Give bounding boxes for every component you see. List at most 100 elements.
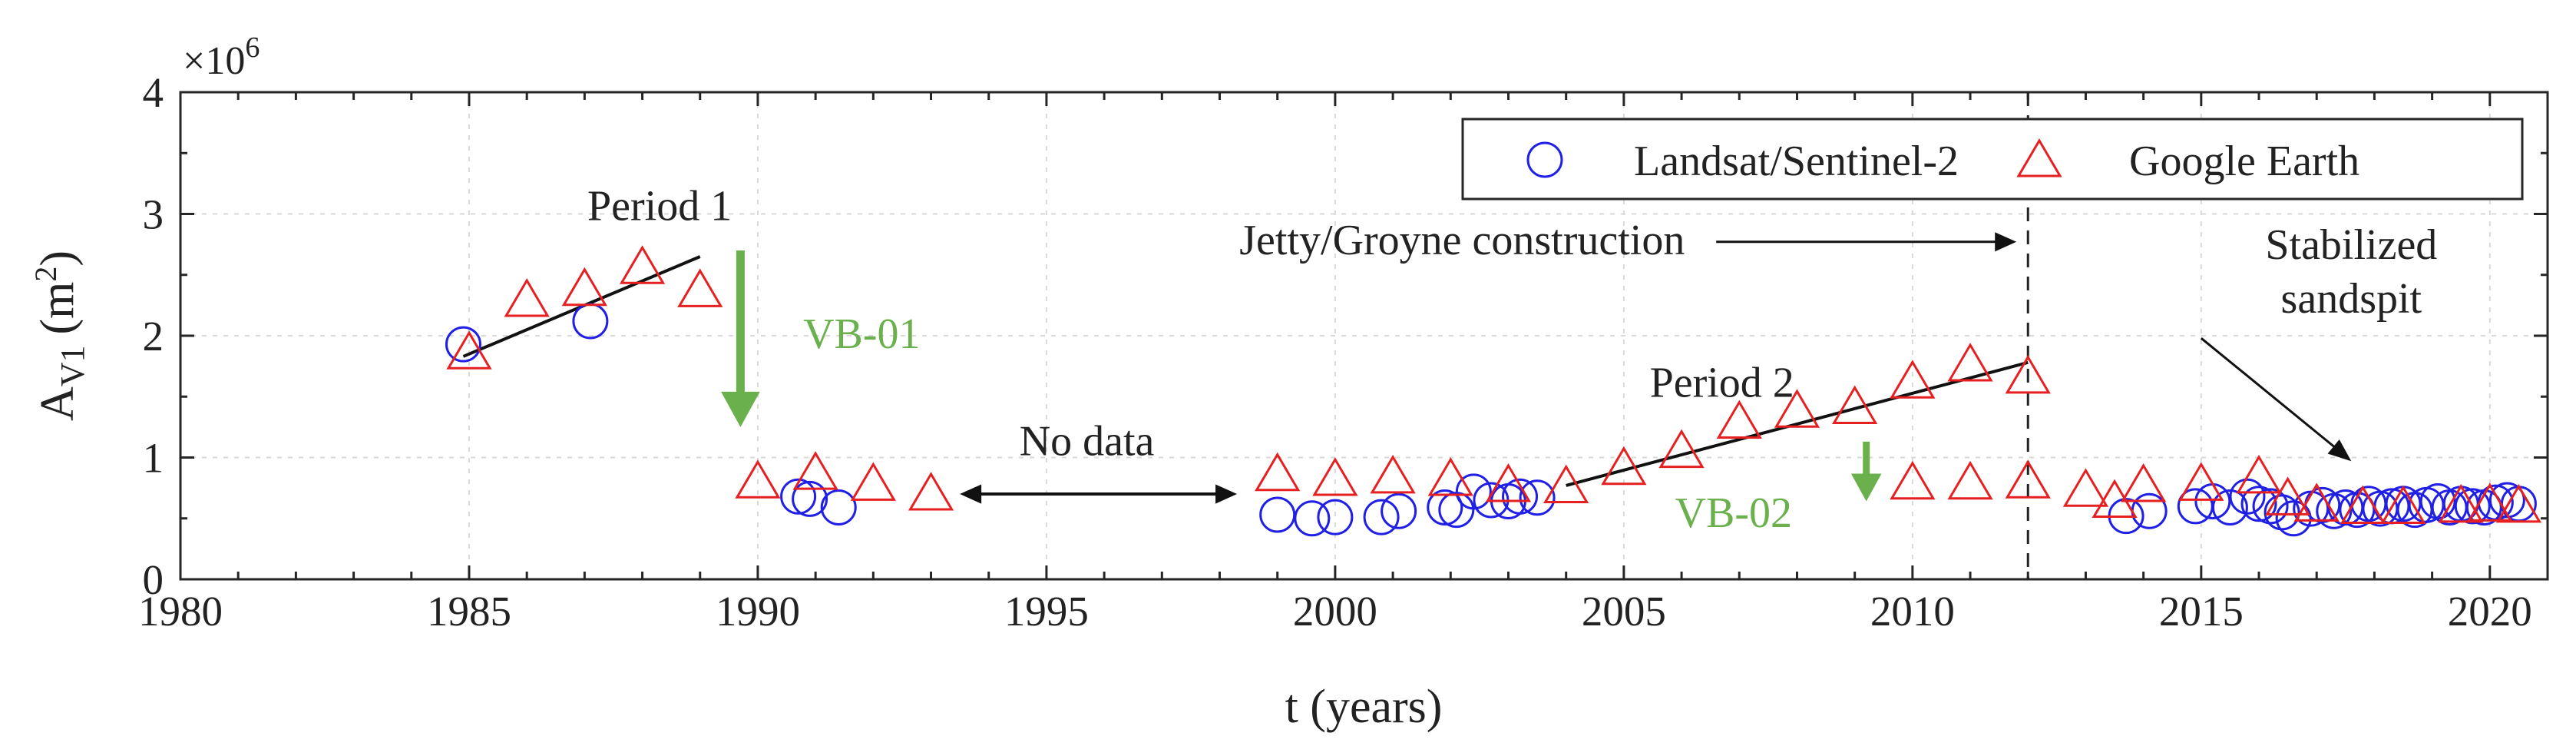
- landsat-point: [2454, 488, 2491, 525]
- grid-lines: [180, 92, 2548, 579]
- no-data-arrow-head-left: [960, 484, 982, 504]
- landsat-point: [780, 478, 817, 515]
- legend-label-google-earth: Google Earth: [2129, 138, 2359, 185]
- x-tick-label: 2010: [1870, 588, 1955, 635]
- google-earth-point: [1890, 360, 1936, 399]
- landsat-point: [792, 480, 828, 517]
- period-2-trend: [1566, 360, 2029, 487]
- annotation-vb-02: VB-02: [1675, 489, 1792, 537]
- google-earth-point: [1774, 389, 1820, 428]
- google-earth-point: [2062, 468, 2109, 507]
- google-earth-point: [1716, 400, 1762, 439]
- no-data-arrow-head-right: [1215, 484, 1238, 504]
- landsat-point: [1259, 496, 1296, 533]
- vb-02-arrow-head: [1850, 473, 1882, 502]
- x-tick-label: 2015: [2159, 588, 2244, 635]
- annotation-no-data: No data: [1020, 417, 1155, 465]
- vb-01-arrow-head: [721, 391, 760, 427]
- stabilized-arrow-line: [2200, 337, 2342, 453]
- landsat-point: [2229, 478, 2266, 515]
- y-tick-label: 4: [143, 69, 164, 116]
- annotation-stabilized: Stabilized: [2265, 221, 2437, 269]
- google-earth-point: [561, 267, 607, 307]
- google-earth-point: [2121, 463, 2167, 502]
- legend-circle-marker: [1526, 141, 1563, 178]
- y-tick-labels: 0 1 2 3 4: [143, 69, 164, 603]
- google-earth-point: [1601, 446, 1647, 486]
- google-earth-point: [850, 462, 896, 501]
- annotation-period-2: Period 2: [1650, 359, 1794, 406]
- landsat-point: [1317, 499, 1354, 535]
- google-earth-point: [2495, 483, 2542, 523]
- google-earth-point: [1312, 457, 1358, 496]
- landsat-point: [445, 326, 481, 363]
- y-tick-label: 3: [143, 191, 164, 238]
- google-earth-point: [2380, 485, 2426, 524]
- google-earth-point: [1832, 385, 1878, 425]
- data-series: [445, 245, 2542, 537]
- google-earth-point: [1485, 463, 1532, 502]
- google-earth-point: [1947, 343, 1993, 382]
- annotation-sandspit: sandspit: [2281, 275, 2422, 323]
- annotation-arrows: [721, 232, 2352, 504]
- google-earth-point: [1255, 452, 1301, 492]
- google-earth-point: [2467, 482, 2513, 522]
- landsat-point: [2240, 486, 2277, 522]
- x-axis-label: t (years): [1285, 681, 1443, 733]
- y-axis-label: AV1(m2): [28, 250, 91, 421]
- x-tick-label: 2000: [1293, 588, 1377, 635]
- y-tick-label: 1: [143, 435, 164, 482]
- x-tick-labels: 1980 1985 1990 1995 2000 2005 2010 2015 2020: [138, 588, 2532, 635]
- google-earth-point: [2236, 454, 2282, 494]
- google-earth-point: [2265, 476, 2311, 516]
- annotation-period-1: Period 1: [587, 182, 732, 230]
- google-earth-point: [792, 451, 838, 490]
- y-tick-label: 0: [143, 556, 164, 603]
- landsat-point: [1363, 499, 1400, 535]
- google-earth-point: [1370, 454, 1416, 494]
- legend-triangle-marker: [2016, 138, 2062, 177]
- google-earth-point: [908, 472, 954, 511]
- google-earth-point: [504, 278, 550, 317]
- legend-label-landsat: Landsat/Sentinel-2: [1634, 138, 1959, 185]
- axis-ticks: [179, 91, 2549, 581]
- google-earth-point: [1427, 457, 1473, 496]
- google-earth-point: [1543, 464, 1589, 504]
- google-earth-point: [2293, 482, 2340, 522]
- x-tick-label: 1990: [716, 588, 800, 635]
- google-earth-point: [2005, 459, 2051, 499]
- x-tick-label: 2020: [2448, 588, 2532, 635]
- landsat-point: [1502, 478, 1539, 515]
- landsat-point: [1519, 479, 1556, 516]
- google-earth-point: [735, 459, 781, 499]
- google-earth-point: [2178, 462, 2224, 501]
- landsat-point: [820, 489, 857, 526]
- x-tick-label: 1985: [427, 588, 511, 635]
- jetty-arrow-head: [1995, 232, 2017, 252]
- google-earth-point: [2340, 485, 2386, 524]
- landsat-point: [1455, 473, 1492, 510]
- x-tick-label: 1980: [138, 588, 223, 635]
- google-earth-point: [677, 268, 723, 307]
- google-earth-point: [619, 245, 666, 284]
- legend: Landsat/Sentinel-2 Google Earth: [1461, 118, 2524, 201]
- annotation-vb-01: VB-01: [803, 310, 920, 358]
- x-tick-label: 1995: [1004, 588, 1089, 635]
- landsat-point: [1294, 500, 1331, 537]
- x-tick-label: 2005: [1582, 588, 1666, 635]
- annotation-jetty-construction: Jetty/Groyne construction: [1239, 217, 1685, 264]
- google-earth-point: [2438, 483, 2484, 523]
- y-tick-label: 2: [143, 313, 164, 360]
- google-earth-point: [446, 330, 492, 370]
- google-earth-point: [1658, 429, 1705, 469]
- y-exponent: ×106: [183, 31, 260, 83]
- legend-box: [1461, 118, 2524, 201]
- stabilized-arrow-head: [2327, 439, 2352, 462]
- google-earth-point: [1890, 460, 1936, 500]
- google-earth-point: [2005, 354, 2051, 394]
- google-earth-point: [1947, 460, 1993, 500]
- landsat-point: [1427, 489, 1463, 526]
- landsat-point: [1381, 492, 1417, 529]
- landsat-point: [2211, 489, 2248, 526]
